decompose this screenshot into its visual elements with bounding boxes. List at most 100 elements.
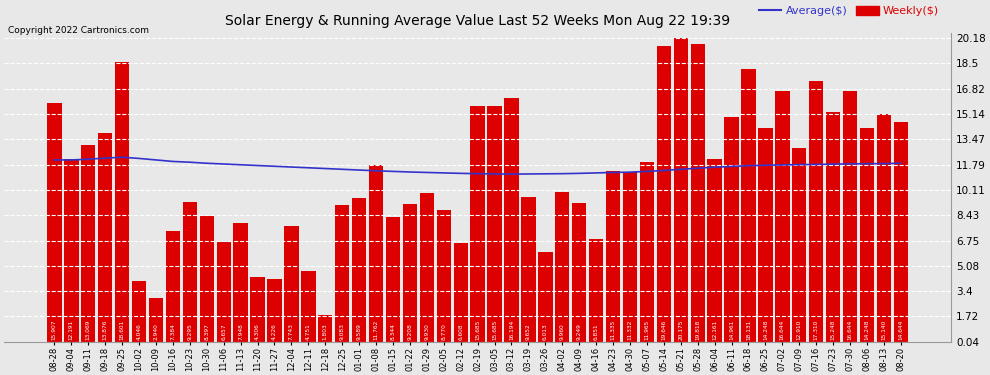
Bar bbox=[877, 114, 891, 342]
Text: 15.140: 15.140 bbox=[881, 320, 886, 340]
Text: 6.608: 6.608 bbox=[458, 324, 463, 340]
Bar bbox=[369, 165, 383, 342]
Text: 9.589: 9.589 bbox=[356, 323, 361, 340]
Bar bbox=[640, 162, 654, 342]
Text: 20.175: 20.175 bbox=[678, 320, 683, 340]
Bar bbox=[437, 210, 451, 342]
Bar bbox=[403, 204, 417, 342]
Text: 4.751: 4.751 bbox=[306, 323, 311, 340]
Text: 15.907: 15.907 bbox=[51, 320, 56, 340]
Bar bbox=[335, 206, 349, 342]
Text: 6.013: 6.013 bbox=[543, 324, 547, 340]
Text: 9.208: 9.208 bbox=[408, 323, 413, 340]
Bar bbox=[182, 202, 197, 342]
Text: 14.644: 14.644 bbox=[898, 320, 903, 340]
Bar bbox=[64, 159, 78, 342]
Text: 2.940: 2.940 bbox=[153, 323, 158, 340]
Bar bbox=[521, 197, 536, 342]
Bar bbox=[725, 117, 739, 342]
Bar bbox=[826, 112, 841, 342]
Bar bbox=[318, 315, 333, 342]
Text: 11.332: 11.332 bbox=[628, 320, 633, 340]
Bar bbox=[842, 92, 857, 342]
Text: 6.657: 6.657 bbox=[221, 324, 226, 340]
Bar bbox=[758, 128, 772, 342]
Bar bbox=[673, 38, 688, 342]
Bar bbox=[132, 281, 147, 342]
Bar bbox=[792, 148, 807, 342]
Bar bbox=[200, 216, 214, 342]
Text: 16.644: 16.644 bbox=[847, 320, 852, 340]
Text: 9.083: 9.083 bbox=[340, 323, 345, 340]
Text: 4.306: 4.306 bbox=[255, 323, 260, 340]
Text: 1.803: 1.803 bbox=[323, 323, 328, 340]
Bar bbox=[809, 81, 824, 342]
Bar bbox=[284, 226, 299, 342]
Bar bbox=[690, 44, 705, 342]
Text: 4.046: 4.046 bbox=[137, 323, 142, 340]
Bar bbox=[148, 298, 163, 342]
Text: 11.335: 11.335 bbox=[611, 320, 616, 340]
Text: 15.685: 15.685 bbox=[492, 320, 497, 340]
Text: 18.131: 18.131 bbox=[746, 320, 751, 340]
Text: 15.248: 15.248 bbox=[831, 320, 836, 340]
Text: 15.685: 15.685 bbox=[475, 320, 480, 340]
Bar bbox=[267, 279, 282, 342]
Text: 9.960: 9.960 bbox=[559, 323, 564, 340]
Bar bbox=[589, 239, 603, 342]
Bar bbox=[859, 128, 874, 342]
Bar bbox=[250, 278, 264, 342]
Bar bbox=[301, 271, 316, 342]
Legend: Average($), Weekly($): Average($), Weekly($) bbox=[754, 2, 943, 21]
Bar bbox=[98, 133, 113, 342]
Text: 12.910: 12.910 bbox=[797, 320, 802, 340]
Text: 7.743: 7.743 bbox=[289, 323, 294, 340]
Text: 14.248: 14.248 bbox=[763, 320, 768, 340]
Bar bbox=[656, 46, 671, 342]
Text: 7.384: 7.384 bbox=[170, 323, 175, 340]
Text: 17.310: 17.310 bbox=[814, 320, 819, 340]
Text: 16.194: 16.194 bbox=[509, 320, 514, 340]
Bar bbox=[48, 102, 61, 342]
Bar bbox=[217, 242, 231, 342]
Text: 12.191: 12.191 bbox=[69, 320, 74, 340]
Text: 14.961: 14.961 bbox=[729, 320, 734, 340]
Text: 8.344: 8.344 bbox=[390, 323, 395, 340]
Text: 16.644: 16.644 bbox=[780, 320, 785, 340]
Text: 6.851: 6.851 bbox=[594, 324, 599, 340]
Text: 19.646: 19.646 bbox=[661, 320, 666, 340]
Bar bbox=[539, 252, 552, 342]
Title: Solar Energy & Running Average Value Last 52 Weeks Mon Aug 22 19:39: Solar Energy & Running Average Value Las… bbox=[225, 14, 731, 28]
Text: 9.652: 9.652 bbox=[526, 323, 531, 340]
Text: 9.295: 9.295 bbox=[187, 323, 192, 340]
Bar bbox=[572, 203, 586, 342]
Text: 13.876: 13.876 bbox=[103, 320, 108, 340]
Bar bbox=[165, 231, 180, 342]
Text: 19.818: 19.818 bbox=[695, 320, 700, 340]
Bar bbox=[742, 69, 755, 342]
Bar bbox=[487, 106, 502, 342]
Text: 18.601: 18.601 bbox=[120, 320, 125, 340]
Bar bbox=[351, 198, 366, 342]
Bar bbox=[470, 106, 485, 342]
Bar bbox=[81, 146, 95, 342]
Bar bbox=[504, 98, 519, 342]
Text: 14.248: 14.248 bbox=[864, 320, 869, 340]
Bar bbox=[453, 243, 468, 342]
Bar bbox=[894, 122, 908, 342]
Bar bbox=[606, 171, 621, 342]
Text: 7.948: 7.948 bbox=[239, 323, 244, 340]
Text: 12.161: 12.161 bbox=[712, 320, 717, 340]
Text: 9.249: 9.249 bbox=[577, 323, 582, 340]
Text: Copyright 2022 Cartronics.com: Copyright 2022 Cartronics.com bbox=[8, 26, 148, 35]
Text: 8.770: 8.770 bbox=[442, 323, 446, 340]
Text: 13.069: 13.069 bbox=[86, 320, 91, 340]
Bar bbox=[234, 222, 248, 342]
Bar bbox=[623, 171, 638, 342]
Text: 11.762: 11.762 bbox=[373, 320, 378, 340]
Bar bbox=[386, 217, 400, 342]
Text: 4.226: 4.226 bbox=[272, 323, 277, 340]
Text: 8.397: 8.397 bbox=[204, 323, 209, 340]
Text: 11.965: 11.965 bbox=[644, 320, 649, 340]
Bar bbox=[115, 62, 130, 342]
